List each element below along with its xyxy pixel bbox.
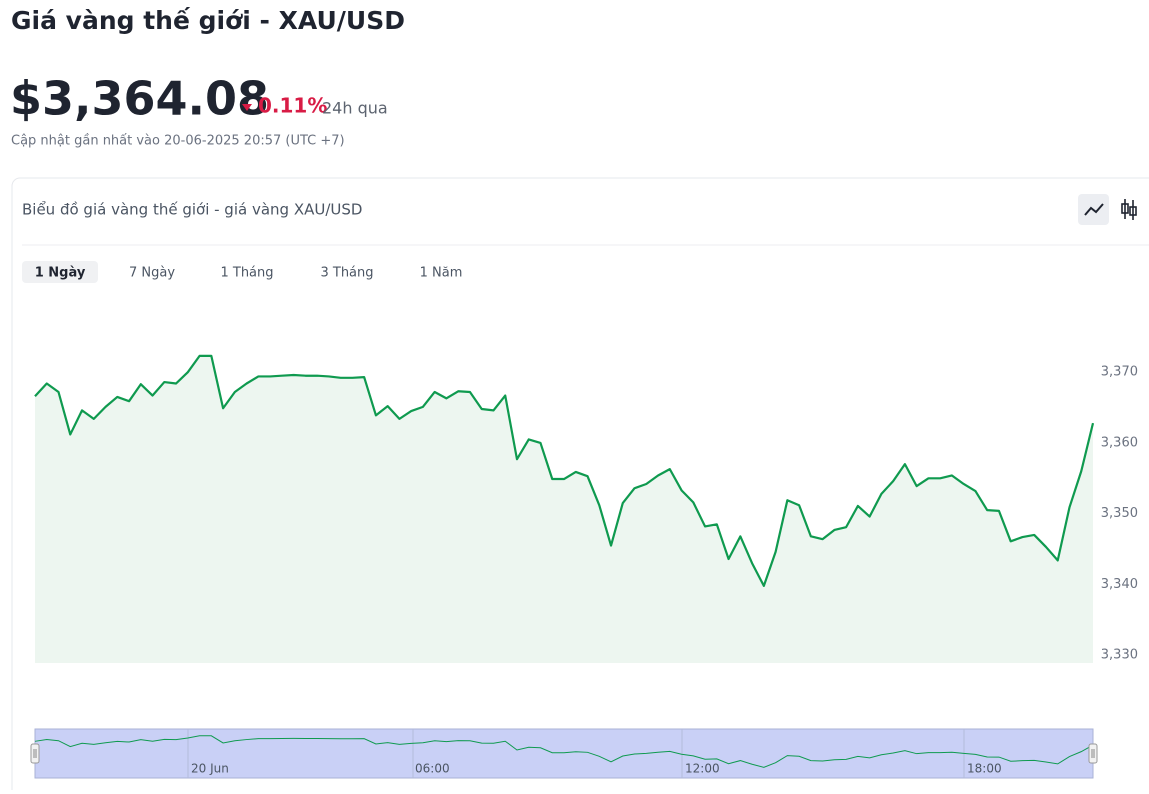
card-title: Biểu đồ giá vàng thế giới - giá vàng XAU…	[22, 201, 362, 219]
tab[interactable]: 1 Tháng	[220, 266, 273, 281]
plot: 3,330 3,340 3,350 3,360 3,370	[34, 354, 1138, 663]
navigator-handle[interactable]	[30, 743, 40, 764]
y-tick-label: 3,370	[1101, 365, 1138, 380]
period: 24h qua	[322, 99, 388, 118]
navigator-label: 12:00	[685, 762, 720, 776]
page-title: Giá vàng thế giới - XAU/USD	[11, 6, 405, 35]
y-tick-label: 3,350	[1101, 506, 1138, 521]
tab[interactable]: 7 Ngày	[129, 266, 175, 281]
tabs: 1 Ngày 7 Ngày 1 Tháng 3 Tháng 1 Năm	[22, 261, 462, 283]
navigator-label: 18:00	[967, 762, 1002, 776]
navigator-handle[interactable]	[1088, 743, 1098, 764]
navigator: 20 Jun 06:00 12:00 18:00	[30, 728, 1098, 779]
candle-toggle[interactable]	[1121, 199, 1137, 220]
tab-active-bg	[22, 261, 98, 283]
navigator-label: 20 Jun	[191, 762, 229, 776]
down-arrow	[242, 104, 252, 111]
y-tick-label: 3,330	[1101, 648, 1138, 663]
line	[34, 354, 1095, 587]
y-tick-label: 3,340	[1101, 577, 1138, 592]
price-change: 0.11%	[258, 94, 327, 118]
y-tick-label: 3,360	[1101, 435, 1138, 450]
tab[interactable]: 1 Ngày	[35, 266, 86, 281]
price: $3,364.08	[10, 72, 269, 126]
navigator-line	[34, 735, 1094, 768]
tab[interactable]: 3 Tháng	[320, 266, 373, 281]
line-icon	[1084, 203, 1104, 216]
updated: Cập nhật gần nhất vào 20-06-2025 20:57 (…	[11, 134, 345, 149]
area	[35, 355, 1093, 663]
navigator-label: 06:00	[415, 762, 450, 776]
tab[interactable]: 1 Năm	[420, 266, 463, 281]
